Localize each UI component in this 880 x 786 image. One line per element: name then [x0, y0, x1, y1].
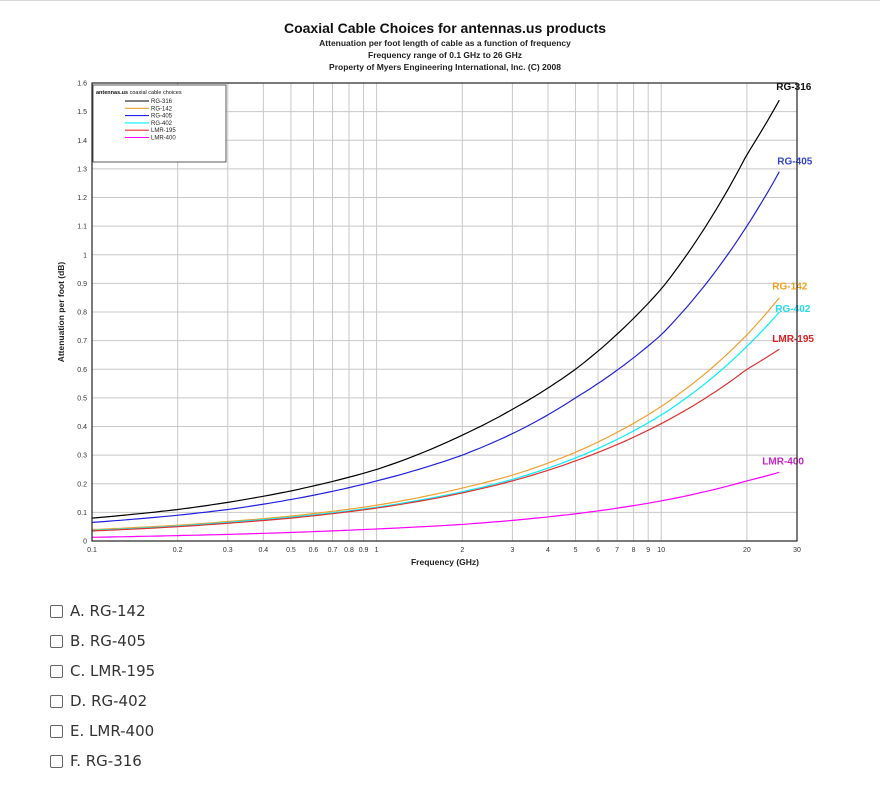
- top-divider: [0, 0, 880, 1]
- series-line-lmr-195: [91, 348, 780, 532]
- y-tick-label: 1.2: [77, 195, 87, 202]
- choice-d[interactable]: D. RG-402: [50, 686, 155, 716]
- y-tick-label: 1.3: [77, 166, 87, 173]
- choice-a[interactable]: A. RG-142: [50, 596, 155, 626]
- y-tick-label: 0.4: [77, 424, 87, 431]
- series-label-rg-142: RG-142: [772, 282, 807, 293]
- x-tick-label: 5: [574, 547, 578, 554]
- y-tick-label: 0: [83, 539, 87, 546]
- x-tick-label: 0.3: [223, 547, 233, 554]
- checkbox-c[interactable]: [50, 664, 63, 678]
- x-tick-label: 2: [460, 547, 464, 554]
- y-tick-label: 0.8: [77, 310, 87, 317]
- choice-d-label: D. RG-402: [70, 692, 148, 710]
- chart-subtitle-line: Property of Myers Engineering Internatio…: [329, 62, 561, 72]
- x-tick-label: 9: [646, 547, 650, 554]
- x-tick-label: 20: [743, 547, 751, 554]
- choice-f[interactable]: F. RG-316: [50, 746, 155, 776]
- choice-c[interactable]: C. LMR-195: [50, 656, 155, 686]
- x-tick-label: 30: [793, 547, 801, 554]
- choice-e[interactable]: E. LMR-400: [50, 716, 155, 746]
- y-tick-label: 1.4: [77, 138, 87, 145]
- x-tick-label: 0.6: [309, 547, 319, 554]
- x-tick-label: 4: [546, 547, 550, 554]
- y-tick-label: 1.6: [77, 81, 87, 88]
- x-tick-label: 7: [615, 547, 619, 554]
- legend-entry-rg-142: RG-142: [151, 106, 173, 112]
- x-tick-label: 1: [375, 547, 379, 554]
- y-tick-label: 0.7: [77, 338, 87, 345]
- x-tick-label: 0.4: [258, 547, 268, 554]
- choice-b[interactable]: B. RG-405: [50, 626, 155, 656]
- choice-f-label: F. RG-316: [70, 752, 142, 770]
- plot-frame: [91, 82, 798, 542]
- x-tick-label: 10: [657, 547, 665, 554]
- y-tick-label: 0.5: [77, 395, 87, 402]
- series-label-lmr-195: LMR-195: [772, 334, 814, 345]
- choice-c-label: C. LMR-195: [70, 662, 156, 680]
- y-tick-label: 1.1: [77, 224, 87, 231]
- x-tick-label: 3: [510, 547, 514, 554]
- legend-entry-rg-316: RG-316: [151, 99, 173, 105]
- legend-entry-rg-402: RG-402: [151, 121, 173, 127]
- checkbox-f[interactable]: [50, 754, 63, 768]
- legend-entry-lmr-400: LMR-400: [151, 136, 176, 142]
- legend-title: antennas.us coaxial cable choices: [96, 90, 182, 96]
- chart-title: Coaxial Cable Choices for antennas.us pr…: [284, 20, 606, 36]
- series-line-lmr-400: [91, 471, 780, 538]
- checkbox-b[interactable]: [50, 634, 63, 648]
- checkbox-a[interactable]: [50, 604, 63, 618]
- series-line-rg-316: [91, 99, 780, 519]
- y-tick-label: 0.1: [77, 510, 87, 517]
- chart-subtitle-line: Attenuation per foot length of cable as …: [319, 38, 571, 48]
- legend-box: [92, 84, 227, 163]
- x-tick-label: 8: [632, 547, 636, 554]
- legend-entry-lmr-195: LMR-195: [151, 128, 176, 134]
- x-tick-label: 0.7: [328, 547, 338, 554]
- x-tick-label: 6: [596, 547, 600, 554]
- x-tick-label: 0.9: [359, 547, 369, 554]
- checkbox-d[interactable]: [50, 694, 63, 708]
- attenuation-chart: 0.1 0.2 0.3 0.4 0.5 0.6 0.7 0.8 0.9 1 2 3 4 5 6 7 8 9 10 20…: [56, 20, 814, 567]
- y-axis-label: Attenuation per foot (dB): [56, 262, 66, 363]
- y-tick-label: 0.3: [77, 453, 87, 460]
- series-label-rg-405: RG-405: [777, 157, 812, 168]
- x-tick-label: 0.2: [173, 547, 183, 554]
- y-tick-label: 0.2: [77, 481, 87, 488]
- y-tick-label: 0.6: [77, 367, 87, 374]
- choice-e-label: E. LMR-400: [70, 722, 155, 740]
- x-tick-label: 0.5: [286, 547, 296, 554]
- x-tick-label: 0.8: [344, 547, 354, 554]
- series-label-rg-316: RG-316: [776, 82, 811, 93]
- answer-choices: A. RG-142 B. RG-405 C. LMR-195 D. RG-402…: [50, 596, 155, 776]
- x-tick-label: 0.1: [87, 547, 97, 554]
- series-line-rg-402: [91, 311, 780, 531]
- y-tick-label: 1.5: [77, 109, 87, 116]
- legend-entry-rg-405: RG-405: [151, 114, 173, 120]
- checkbox-e[interactable]: [50, 724, 63, 738]
- choice-b-label: B. RG-405: [70, 632, 146, 650]
- series-label-rg-402: RG-402: [775, 304, 810, 315]
- series-line-rg-405: [91, 171, 780, 523]
- chart-subtitle-line: Frequency range of 0.1 GHz to 26 GHz: [368, 50, 522, 60]
- x-axis-label: Frequency (GHz): [411, 557, 479, 567]
- y-tick-label: 0.9: [77, 281, 87, 288]
- y-tick-label: 1: [83, 252, 87, 259]
- series-label-lmr-400: LMR-400: [762, 456, 804, 467]
- series-line-rg-142: [91, 297, 780, 531]
- choice-a-label: A. RG-142: [70, 602, 146, 620]
